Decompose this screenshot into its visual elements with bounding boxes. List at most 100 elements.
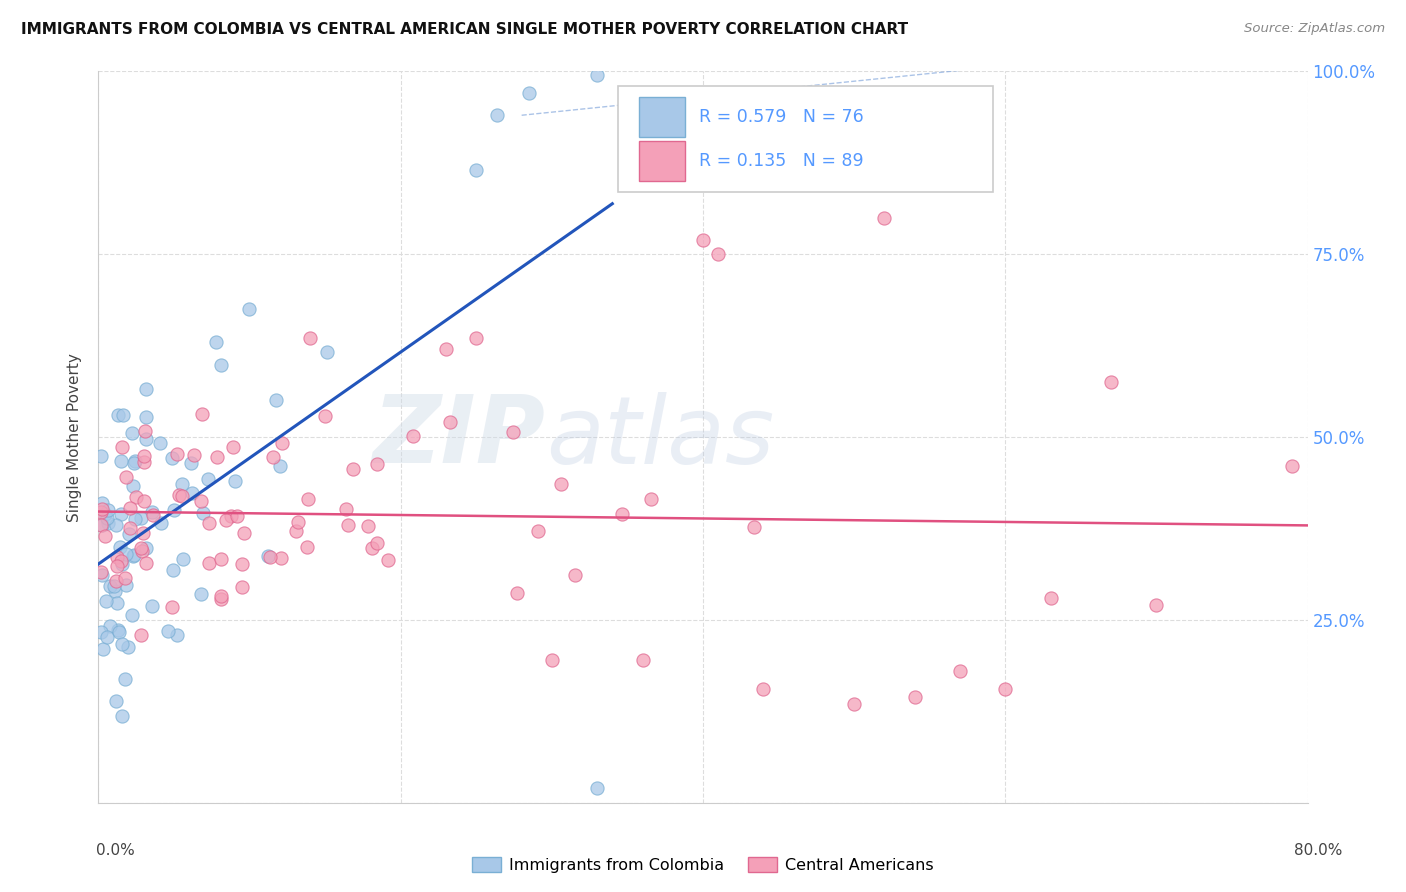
Point bbox=[844, 697, 866, 711]
Point bbox=[157, 624, 180, 639]
Point bbox=[610, 507, 633, 521]
Point bbox=[105, 559, 128, 574]
Text: R = 0.579   N = 76: R = 0.579 N = 76 bbox=[699, 108, 865, 126]
Point bbox=[222, 440, 245, 454]
Point bbox=[287, 515, 309, 529]
Point bbox=[231, 580, 253, 594]
Point bbox=[586, 68, 609, 82]
Point bbox=[135, 382, 157, 396]
Point bbox=[134, 410, 156, 425]
Point bbox=[526, 524, 548, 538]
Point bbox=[132, 455, 155, 469]
Point bbox=[215, 513, 238, 527]
Text: IMMIGRANTS FROM COLOMBIA VS CENTRAL AMERICAN SINGLE MOTHER POVERTY CORRELATION C: IMMIGRANTS FROM COLOMBIA VS CENTRAL AMER… bbox=[21, 22, 908, 37]
Point bbox=[506, 586, 529, 600]
Point bbox=[377, 553, 399, 567]
Point bbox=[439, 415, 461, 429]
Point bbox=[191, 507, 214, 521]
Point bbox=[752, 682, 775, 697]
Point bbox=[135, 556, 157, 570]
Legend: Immigrants from Colombia, Central Americans: Immigrants from Colombia, Central Americ… bbox=[465, 851, 941, 880]
Point bbox=[224, 475, 246, 489]
Point bbox=[517, 87, 540, 101]
Point bbox=[132, 493, 155, 508]
Point bbox=[342, 462, 364, 476]
Point bbox=[97, 502, 120, 516]
Point bbox=[366, 536, 388, 550]
Point bbox=[93, 529, 115, 543]
Point bbox=[269, 459, 291, 474]
Point bbox=[191, 407, 214, 421]
Point bbox=[205, 450, 228, 465]
Point bbox=[94, 507, 117, 521]
Point bbox=[259, 549, 281, 564]
Point bbox=[197, 556, 219, 570]
Text: R = 0.135   N = 89: R = 0.135 N = 89 bbox=[699, 152, 865, 170]
Point bbox=[167, 487, 190, 501]
Point bbox=[209, 591, 232, 606]
Point bbox=[90, 624, 112, 639]
Point bbox=[122, 456, 145, 470]
Point bbox=[197, 472, 219, 486]
Point bbox=[90, 502, 112, 516]
Point bbox=[166, 447, 188, 461]
Point bbox=[1281, 459, 1303, 474]
Point bbox=[97, 516, 120, 530]
Point bbox=[190, 587, 212, 601]
Point bbox=[231, 558, 253, 572]
Point bbox=[172, 552, 194, 566]
Point bbox=[94, 594, 117, 608]
Point bbox=[486, 108, 509, 122]
Point bbox=[904, 690, 927, 704]
Point bbox=[707, 247, 730, 261]
Text: 80.0%: 80.0% bbox=[1295, 843, 1343, 858]
Y-axis label: Single Mother Poverty: Single Mother Poverty bbox=[67, 352, 83, 522]
Point bbox=[226, 508, 249, 523]
Point bbox=[110, 553, 132, 567]
Point bbox=[564, 568, 586, 582]
Point bbox=[183, 448, 205, 462]
Point bbox=[994, 682, 1017, 697]
Point bbox=[162, 563, 184, 577]
Point bbox=[111, 709, 134, 723]
Point bbox=[107, 408, 129, 422]
Point bbox=[122, 479, 145, 493]
Point bbox=[262, 450, 284, 465]
Point bbox=[105, 694, 128, 708]
Point bbox=[357, 519, 380, 533]
Text: 0.0%: 0.0% bbox=[96, 843, 135, 858]
Point bbox=[129, 541, 152, 556]
Point bbox=[1039, 591, 1062, 605]
Point bbox=[361, 541, 384, 555]
Point bbox=[1144, 599, 1167, 613]
Point bbox=[586, 781, 609, 796]
Point bbox=[98, 579, 121, 593]
Point bbox=[111, 408, 134, 422]
Point bbox=[434, 343, 457, 357]
Point bbox=[96, 510, 118, 524]
Point bbox=[149, 436, 172, 450]
Point bbox=[104, 574, 127, 588]
Point bbox=[121, 425, 143, 440]
Point bbox=[108, 625, 131, 640]
Point bbox=[270, 551, 292, 566]
Point bbox=[96, 630, 118, 644]
Point bbox=[90, 449, 112, 463]
Point bbox=[166, 628, 188, 642]
Point bbox=[402, 429, 425, 443]
Point bbox=[465, 163, 488, 178]
Point bbox=[122, 548, 145, 562]
Point bbox=[120, 501, 142, 516]
Point bbox=[103, 579, 125, 593]
Point bbox=[257, 549, 280, 563]
Point bbox=[209, 590, 232, 604]
Point bbox=[131, 544, 153, 558]
Point bbox=[315, 345, 337, 359]
Point bbox=[111, 440, 134, 454]
Point bbox=[205, 334, 228, 349]
Text: Source: ZipAtlas.com: Source: ZipAtlas.com bbox=[1244, 22, 1385, 36]
Point bbox=[135, 541, 157, 556]
Point bbox=[115, 547, 138, 561]
Point bbox=[640, 492, 662, 507]
Point bbox=[129, 511, 152, 525]
